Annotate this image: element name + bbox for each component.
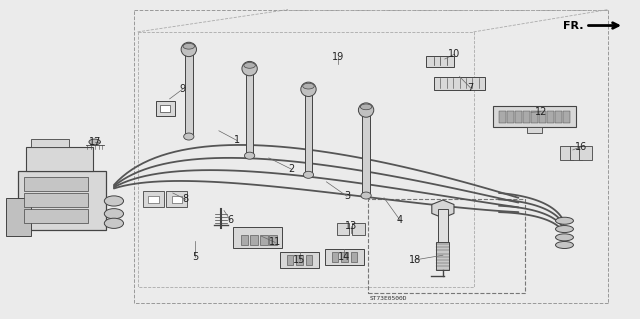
Text: 6: 6 [227, 215, 234, 225]
Text: 3: 3 [344, 191, 350, 201]
Text: 9: 9 [179, 84, 186, 94]
Ellipse shape [556, 217, 573, 224]
Ellipse shape [104, 218, 124, 228]
Text: 10: 10 [448, 49, 461, 59]
Ellipse shape [89, 139, 100, 145]
Ellipse shape [181, 42, 196, 57]
Text: 15: 15 [293, 255, 306, 265]
Text: 4: 4 [397, 215, 403, 225]
Bar [148, 196, 159, 203]
Ellipse shape [242, 61, 257, 76]
Ellipse shape [556, 241, 573, 249]
Bar [160, 105, 170, 112]
Text: 16: 16 [575, 142, 588, 152]
Bar [563, 111, 570, 123]
Bar [352, 223, 365, 235]
Bar [260, 235, 268, 245]
Bar [368, 199, 525, 293]
Bar [436, 242, 449, 270]
Text: 17: 17 [88, 137, 101, 147]
Text: ST73E0500D: ST73E0500D [370, 296, 408, 301]
Text: 11: 11 [269, 237, 282, 248]
Bar [570, 146, 582, 160]
Bar [241, 235, 248, 245]
Polygon shape [432, 200, 454, 218]
Bar [24, 209, 88, 223]
Bar [26, 147, 93, 171]
Bar [434, 77, 485, 90]
Bar [493, 106, 576, 127]
Bar [246, 73, 253, 153]
Ellipse shape [303, 171, 314, 178]
Bar [579, 146, 592, 160]
Ellipse shape [361, 192, 371, 199]
Bar [143, 191, 164, 207]
Bar [560, 146, 573, 160]
Bar [507, 111, 514, 123]
Bar [156, 101, 175, 116]
Bar [24, 193, 88, 207]
Ellipse shape [184, 133, 194, 140]
Bar [341, 252, 348, 262]
Text: 19: 19 [332, 52, 344, 63]
Bar [426, 56, 454, 67]
Ellipse shape [556, 234, 573, 241]
Bar [337, 223, 349, 235]
Text: 1: 1 [234, 135, 240, 145]
Ellipse shape [358, 103, 374, 117]
Bar [24, 177, 88, 191]
Bar [269, 235, 277, 245]
Bar [351, 252, 357, 262]
Text: 13: 13 [344, 221, 357, 232]
Bar [305, 94, 312, 172]
Ellipse shape [183, 43, 195, 49]
Text: 18: 18 [408, 255, 421, 265]
Bar [524, 111, 530, 123]
Bar [547, 111, 554, 123]
Text: 14: 14 [338, 252, 351, 262]
Ellipse shape [556, 226, 573, 233]
Ellipse shape [303, 83, 314, 89]
Bar [18, 171, 106, 230]
Bar [531, 111, 538, 123]
Ellipse shape [244, 63, 255, 68]
Bar [332, 252, 338, 262]
Bar [539, 111, 545, 123]
Ellipse shape [360, 104, 372, 110]
Text: 5: 5 [192, 252, 198, 262]
Bar [280, 252, 319, 268]
Bar [250, 235, 258, 245]
Bar [172, 196, 182, 203]
Ellipse shape [104, 209, 124, 219]
Bar [555, 111, 562, 123]
Bar [438, 209, 448, 244]
Bar [185, 54, 193, 134]
Bar [6, 198, 31, 236]
Text: 7: 7 [467, 83, 474, 93]
Bar [325, 249, 364, 265]
Bar [306, 255, 312, 265]
Ellipse shape [244, 152, 255, 159]
Bar [362, 115, 370, 193]
Bar [233, 227, 282, 248]
Bar [499, 111, 506, 123]
Text: 2: 2 [288, 164, 294, 174]
Text: 12: 12 [534, 107, 547, 117]
Bar [166, 191, 187, 207]
Ellipse shape [301, 82, 316, 97]
Bar [296, 255, 303, 265]
Text: FR.: FR. [563, 21, 584, 31]
Bar [515, 111, 522, 123]
Bar [287, 255, 293, 265]
Ellipse shape [104, 196, 124, 206]
Bar [31, 139, 69, 147]
Text: 8: 8 [182, 194, 189, 204]
Bar [527, 127, 542, 133]
